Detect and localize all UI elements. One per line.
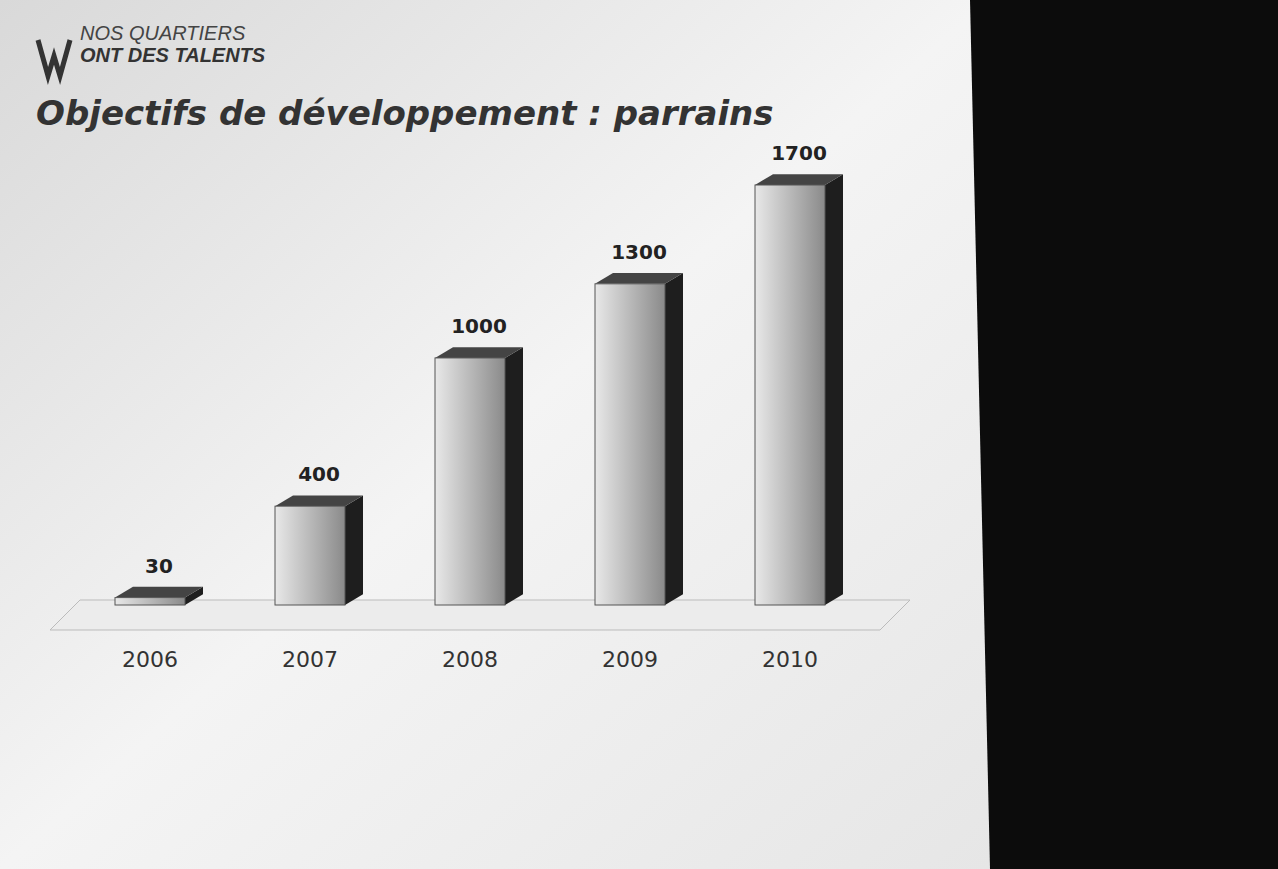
bar-side (665, 273, 683, 605)
bar-front (275, 506, 345, 605)
x-tick-label: 2008 (442, 647, 498, 672)
data-label: 1300 (611, 240, 667, 264)
bar-side (825, 174, 843, 605)
bar-front (595, 284, 665, 605)
data-label: 30 (145, 554, 173, 578)
bars (115, 174, 843, 605)
x-tick-label: 2007 (282, 647, 338, 672)
bar-front (435, 358, 505, 605)
screen (0, 0, 990, 869)
x-tick-label: 2010 (762, 647, 818, 672)
bar-top (435, 347, 523, 358)
x-tick-label: 2006 (122, 647, 178, 672)
bar-side (505, 347, 523, 605)
bar (275, 495, 363, 605)
data-label: 1700 (771, 141, 827, 165)
logo-line: ONT DES TALENTS (80, 44, 266, 66)
x-tick-label: 2009 (602, 647, 658, 672)
bar-side (345, 495, 363, 605)
chart-title: Objectifs de développement : parrains (36, 93, 774, 133)
room (0, 0, 1278, 869)
bar-top (275, 495, 363, 506)
bar (755, 174, 843, 605)
bar (115, 587, 203, 605)
bar-top (115, 587, 203, 598)
bar-front (755, 185, 825, 605)
data-label: 1000 (451, 314, 507, 338)
logo-icon (38, 40, 70, 76)
logo-line: NOS QUARTIERS (80, 22, 246, 44)
bar-top (595, 273, 683, 284)
bar-front (115, 598, 185, 605)
data-label: 400 (298, 462, 340, 486)
bar (435, 347, 523, 605)
bar (595, 273, 683, 605)
bar-top (755, 174, 843, 185)
slide-photo: NOS QUARTIERSONT DES TALENTS Objectifs de… (0, 0, 1278, 869)
